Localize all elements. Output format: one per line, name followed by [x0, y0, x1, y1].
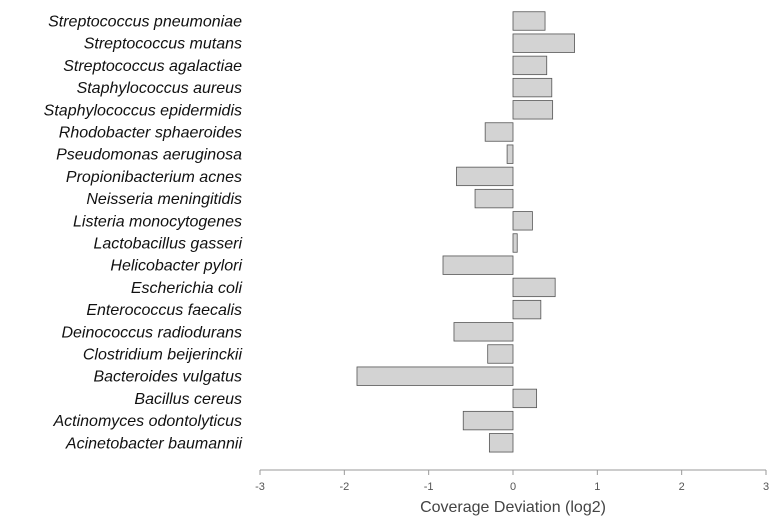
- bar-staphylococcus-epidermidis: [512, 100, 554, 120]
- category-label: Bacteroides vulgatus: [93, 369, 242, 386]
- category-label: Enterococcus faecalis: [86, 302, 242, 319]
- category-label: Streptococcus mutans: [84, 36, 242, 53]
- x-tick-label: 2: [679, 481, 685, 493]
- bar-streptococcus-agalactiae: [512, 55, 548, 76]
- bar-streptococcus-mutans: [512, 33, 575, 53]
- bar-pseudomonas-aeruginosa: [506, 144, 514, 164]
- x-axis: -3 -2 -1 0 1 2 3: [255, 469, 769, 493]
- category-label: Neisseria meningitidis: [86, 191, 242, 208]
- bar-bacteroides-vulgatus: [356, 366, 514, 386]
- x-tick-label: 3: [763, 481, 769, 493]
- x-tick-label: 0: [510, 481, 516, 493]
- bars: [356, 11, 575, 453]
- category-label: Acinetobacter baumannii: [65, 435, 243, 452]
- bar-neisseria-meningitidis: [474, 188, 514, 209]
- bar-streptococcus-pneumoniae: [512, 11, 546, 31]
- bar-listeria-monocytogenes: [512, 211, 533, 231]
- bar-deinococcus-radiodurans: [453, 322, 514, 342]
- category-label: Pseudomonas aeruginosa: [56, 147, 242, 164]
- bar-staphylococcus-aureus: [512, 77, 553, 98]
- bar-escherichia-coli: [512, 277, 556, 298]
- x-tick-label: -3: [255, 481, 265, 493]
- category-label: Propionibacterium acnes: [66, 169, 242, 186]
- category-label: Escherichia coli: [131, 280, 243, 297]
- category-label: Actinomyces odontolyticus: [52, 413, 242, 430]
- x-axis-title: Coverage Deviation (log2): [420, 499, 606, 516]
- category-labels: Streptococcus pneumoniae Streptococcus mu…: [44, 14, 243, 453]
- x-tick-label: 1: [594, 481, 600, 493]
- bar-lactobacillus-gasseri: [512, 233, 518, 253]
- category-label: Clostridium beijerinckii: [83, 347, 243, 364]
- x-tick-label: -2: [339, 481, 349, 493]
- category-label: Staphylococcus epidermidis: [44, 102, 242, 119]
- bar-acinetobacter-baumannii: [488, 433, 514, 453]
- category-label: Streptococcus pneumoniae: [48, 14, 242, 31]
- category-label: Bacillus cereus: [134, 391, 242, 408]
- bar-propionibacterium-acnes: [456, 166, 514, 187]
- category-label: Helicobacter pylori: [110, 258, 242, 275]
- category-label: Deinococcus radiodurans: [61, 324, 242, 341]
- category-label: Listeria monocytogenes: [73, 213, 242, 230]
- bar-enterococcus-faecalis: [512, 299, 542, 320]
- bar-bacillus-cereus: [512, 388, 538, 409]
- category-label: Staphylococcus aureus: [77, 80, 242, 97]
- x-tick-label: -1: [424, 481, 434, 493]
- category-label: Streptococcus agalactiae: [63, 58, 242, 75]
- category-label: Lactobacillus gasseri: [93, 236, 242, 253]
- bar-clostridium-beijerinckii: [487, 344, 514, 364]
- bar-helicobacter-pylori: [442, 255, 514, 275]
- bar-rhodobacter-sphaeroides: [484, 122, 514, 142]
- bar-actinomyces-odontolyticus: [462, 410, 514, 431]
- category-label: Rhodobacter sphaeroides: [59, 125, 242, 142]
